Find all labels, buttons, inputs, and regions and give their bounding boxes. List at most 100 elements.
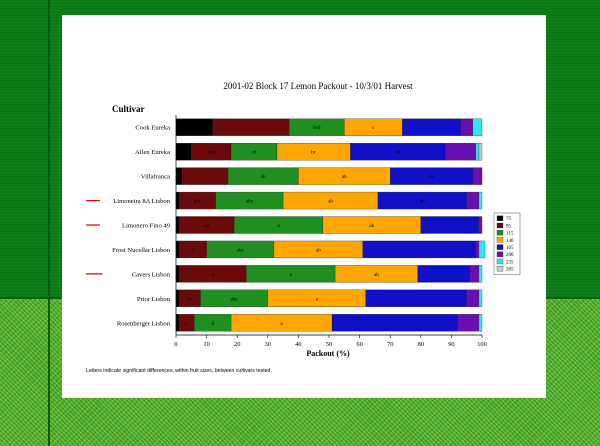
significance-label: a: [280, 321, 283, 327]
significance-label: ab: [374, 272, 379, 278]
x-axis-label: Packout (%): [306, 349, 350, 358]
bar-segment: [460, 118, 473, 136]
x-tick-label: 50: [326, 341, 332, 348]
significance-label: bc: [311, 150, 317, 156]
bar-segment: [478, 216, 483, 234]
bar-segment: [478, 191, 483, 210]
legend-swatch: [496, 258, 504, 265]
legend-swatch: [496, 222, 504, 229]
x-tick-label: 30: [265, 341, 271, 348]
legend-swatch: [496, 230, 504, 236]
legend-swatch: [496, 244, 504, 250]
significance-label: ab: [369, 223, 374, 229]
bar-segment: [331, 314, 458, 332]
significance-label: ab: [429, 174, 434, 180]
bar-segment: [175, 265, 180, 283]
significance-label: a: [290, 272, 293, 278]
bar-segment: [175, 191, 180, 210]
legend-swatch: [496, 266, 504, 272]
significance-label: ab: [342, 174, 347, 180]
category-label: Villafranca: [141, 174, 170, 181]
bar-segment: [472, 167, 483, 185]
category-label: Allen Eureka: [135, 149, 170, 156]
x-tick-label: 0: [174, 341, 177, 348]
x-tick-label: 80: [418, 341, 424, 348]
significance-label: c: [372, 125, 375, 131]
legend-swatch: [496, 237, 504, 243]
legend-swatch: [496, 251, 504, 257]
category-label: Cavers Lisbon: [132, 271, 171, 278]
significance-label: ab: [395, 150, 400, 156]
bar-segment: [402, 118, 461, 136]
x-tick-label: 10: [203, 341, 209, 348]
x-tick-label: 40: [295, 341, 301, 348]
significance-label: bcd: [313, 125, 321, 131]
bar-segment: [417, 265, 470, 283]
bar-segment: [420, 216, 480, 234]
category-label: Limoneira 8A Lisbon: [113, 198, 170, 205]
x-tick-label: 90: [448, 341, 454, 348]
significance-label: c: [192, 247, 195, 253]
x-tick-label: 20: [234, 341, 240, 348]
significance-label: ab: [204, 223, 209, 229]
legend-label: 165: [506, 246, 514, 251]
packout-chart: 2001-02 Block 17 Lemon Packout - 10/3/01…: [86, 81, 521, 358]
bar-segment: [478, 289, 483, 307]
x-tick-label: 70: [387, 341, 393, 348]
bar-segment: [365, 289, 467, 307]
bar-segment: [466, 191, 480, 210]
category-label: Rosenberger Lisbon: [117, 320, 171, 327]
category-label: Frost Nucellar Lisbon: [112, 247, 171, 254]
legend-swatch: [496, 215, 504, 221]
bar-segment: [478, 314, 483, 332]
legend-label: 95: [506, 224, 512, 229]
significance-label: abc: [194, 199, 202, 205]
legend-label: 285: [506, 268, 514, 273]
bar-segment: [445, 143, 477, 161]
bar-segment: [478, 265, 483, 283]
legend-label: 75: [506, 217, 512, 222]
significance-label: a: [316, 296, 319, 302]
significance-label: ab: [328, 199, 333, 205]
bar-segment: [466, 289, 480, 307]
bar-segment: [478, 240, 486, 259]
legend: 75 95 115 140 165 200 235 285: [493, 212, 521, 275]
x-tick-label: 60: [356, 341, 362, 348]
bar-segment: [475, 240, 480, 259]
y-axis-label: Cultivar: [112, 104, 145, 114]
significance-label: abc: [231, 296, 239, 302]
category-label: Cook Eureka: [135, 125, 170, 132]
bar-segment: [175, 289, 180, 307]
category-label: Limonero Fino 49: [122, 223, 171, 230]
significance-label: a: [212, 272, 215, 278]
significance-label: bc: [187, 296, 193, 302]
bar-segment: [469, 265, 480, 283]
bar-segment: [175, 240, 180, 259]
chart-title: 2001-02 Block 17 Lemon Packout - 10/3/01…: [223, 81, 413, 91]
significance-label: abc: [237, 247, 245, 253]
category-label: Prior Lisbon: [137, 296, 171, 303]
significance-label: c: [186, 321, 189, 327]
significance-label: cd: [252, 150, 257, 156]
significance-label: ab: [261, 174, 266, 180]
bar-segment: [175, 143, 192, 161]
legend-label: 235: [506, 260, 514, 265]
legend-label: 115: [506, 232, 514, 237]
footnote: Letters indicate significant differences…: [86, 368, 272, 374]
bar-segment: [175, 216, 180, 234]
bar-segment: [457, 314, 480, 332]
slide-panel: 2001-02 Block 17 Lemon Packout - 10/3/01…: [62, 15, 546, 398]
bar-segment: [181, 167, 229, 185]
bar-segment: [175, 167, 183, 185]
bar-segment: [362, 240, 477, 259]
x-tick-label: 100: [477, 341, 487, 348]
significance-label: bcd: [207, 150, 215, 156]
bar-segment: [478, 143, 483, 161]
bar-segment: [475, 143, 480, 161]
bar-segment: [175, 118, 213, 136]
bar-segment: [212, 118, 290, 136]
legend-label: 200: [506, 253, 514, 258]
significance-label: ab: [420, 199, 425, 205]
background-vertical-rule: [48, 0, 50, 446]
